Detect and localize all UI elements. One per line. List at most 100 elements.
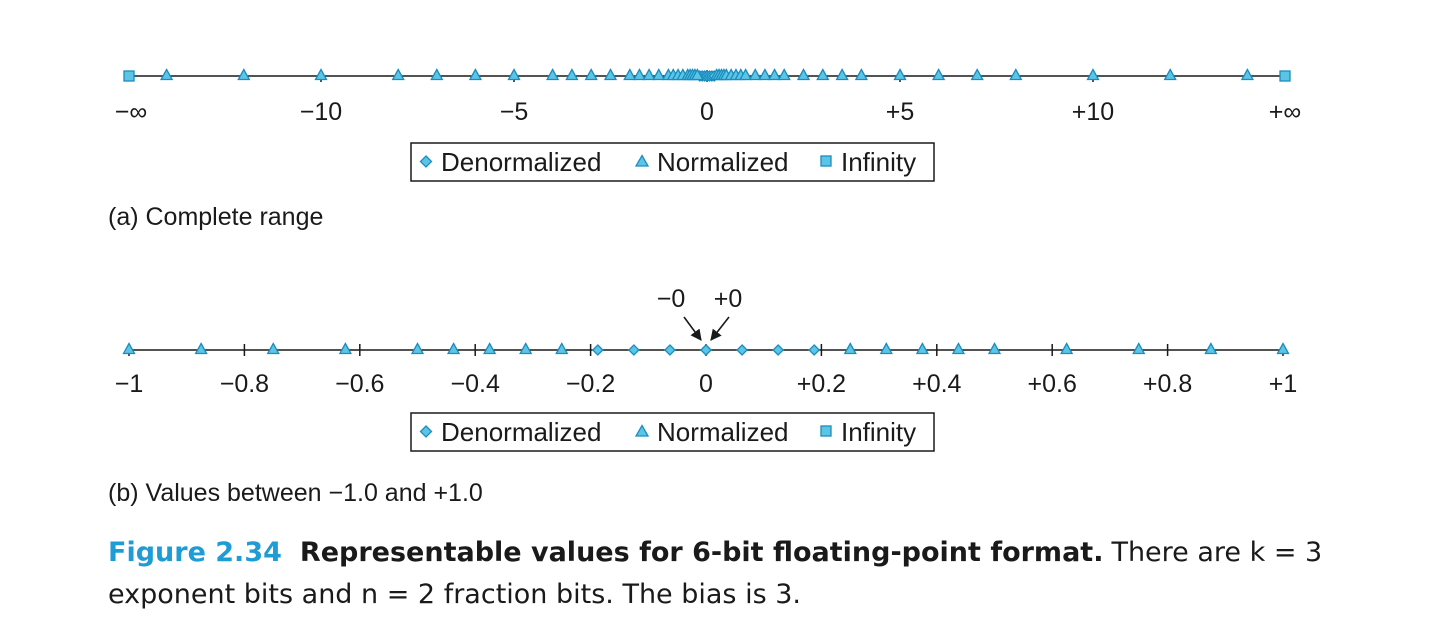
panel-a-normalized-point (632, 68, 647, 81)
panel-a-tick-label: −5 (500, 98, 529, 126)
panel-a-marks (123, 68, 1291, 82)
panel-b-normalized-point (951, 342, 966, 355)
panel-b-tick-label: −0.6 (335, 370, 384, 398)
panel-b-tick-label: +0.8 (1143, 370, 1192, 398)
panel-b: −1 −0.8 −0.6 −0.4 −0.2 0 +0.2 +0.4 +0.6 +0.8 +1 −0… (108, 285, 1297, 507)
panel-b-normalized-point (266, 342, 280, 355)
panel-a-normalized-point (816, 68, 830, 81)
panel-a-legend-triangle-icon (634, 154, 650, 167)
panel-a-normalized-point (970, 68, 984, 81)
figure-caption-body: There are k = 3 exponent bits and n = 2 … (108, 537, 1323, 610)
panel-b-denormalized-point (591, 344, 604, 356)
panel-a-normalized-point (1163, 68, 1177, 81)
panel-a-subcaption: (a) Complete range (108, 203, 323, 231)
panel-b-normalized-point (483, 342, 497, 355)
panel-b-denormalized-point (627, 344, 640, 356)
panel-b-denormalized-point (700, 344, 712, 356)
panel-b-denormalized-point (664, 344, 676, 356)
panel-a-normalized-point (835, 68, 849, 81)
panel-b-normalized-point (519, 342, 533, 355)
panel-b-denormalized-point (736, 344, 748, 356)
panel-b-normalized-point (843, 342, 857, 355)
panel-b-normalized-point (122, 342, 136, 355)
panel-b-subcaption: (b) Values between −1.0 and +1.0 (108, 479, 483, 507)
panel-a-legend-square-icon (820, 155, 832, 167)
panel-a-normalized-point (468, 68, 482, 81)
panel-a-normalized-point (623, 68, 637, 81)
panel-b-normalized-point (1060, 342, 1074, 355)
panel-a-normalized-point (796, 68, 811, 81)
panel-b-legend-diamond-icon (419, 425, 433, 438)
panel-a-normalized-point (565, 68, 579, 81)
panel-a-normalized-point (584, 68, 598, 81)
panel-a-legend-box (410, 142, 935, 182)
panel-b-marks (122, 342, 1290, 356)
panel-a-normalized-point (391, 68, 405, 81)
panel-a-normalized-point (893, 68, 907, 81)
panel-b-normalized-point (1204, 342, 1218, 355)
panel-a-normalized-point (160, 68, 174, 81)
panel-a-normalized-point (642, 68, 656, 81)
panel-b-denormalized-point (772, 344, 785, 356)
figure-caption: Figure 2.34 Representable values for 6-bi… (108, 532, 1408, 616)
panel-a-normalized-point (1240, 68, 1254, 81)
panel-a-normalized-point (758, 68, 772, 81)
panel-a-normalized-point (690, 68, 704, 81)
panel-a: −10 −5 0 +5 +10 −∞ +∞ Denormalized Normalize… (108, 68, 1301, 231)
panel-b-tick-label: −0.2 (566, 370, 615, 398)
panel-b-tick-label: −1 (115, 370, 144, 398)
panel-a-legend: Denormalized Normalized Infinity (410, 142, 935, 182)
panel-a-normalized-point (603, 68, 618, 81)
panel-b-legend-square-icon (820, 425, 832, 437)
panel-a-normalized-point (652, 68, 666, 81)
panel-b-normalized-point (410, 342, 425, 355)
panel-a-normalized-point (748, 68, 762, 81)
panel-b-annotation-pos-zero: +0 (714, 285, 743, 313)
panel-a-neg-inf-label: −∞ (115, 98, 147, 126)
panel-b-legend-normalized: Normalized (657, 417, 789, 447)
panel-a-legend-denormalized: Denormalized (441, 147, 601, 177)
panel-b-tick-label: +0.6 (1028, 370, 1077, 398)
panel-b-normalized-point (1132, 342, 1146, 355)
panel-a-normalized-point (507, 68, 521, 81)
panel-a-normalized-point (314, 68, 328, 81)
panel-a-normalized-point (1009, 68, 1023, 81)
panel-a-tick-label: 0 (700, 98, 714, 126)
panel-b-normalized-point (338, 342, 352, 355)
figure-title: Representable values for 6-bit floating-… (299, 537, 1104, 568)
panel-b-normalized-point (879, 342, 893, 355)
panel-a-normalized-point (237, 68, 251, 81)
panel-a-normalized-point (739, 68, 753, 81)
panel-b-tick-label: 0 (699, 370, 713, 398)
panel-a-normalized-point (767, 68, 782, 81)
panel-b-legend: Denormalized Normalized Infinity (410, 412, 935, 452)
panel-b-normalized-point (194, 342, 208, 355)
panel-a-normalized-point (430, 68, 444, 81)
panel-a-tick-label: +5 (886, 98, 915, 126)
panel-a-infinity-point (123, 70, 135, 82)
panel-b-tick-label: +0.4 (912, 370, 961, 398)
panel-b-normalized-point (1276, 342, 1290, 355)
panel-a-legend-infinity: Infinity (841, 147, 916, 177)
panel-a-normalized-point (546, 68, 560, 81)
panel-b-legend-box (410, 412, 935, 452)
panel-b-arrow-pos-zero (710, 316, 730, 341)
panel-b-tick-label: −0.4 (451, 370, 500, 398)
panel-b-tick-label: +0.2 (797, 370, 846, 398)
figure-number: Figure 2.34 (108, 537, 282, 568)
figure-canvas: −10 −5 0 +5 +10 −∞ +∞ Denormalized Normalize… (108, 68, 1301, 507)
panel-a-normalized-point (932, 68, 946, 81)
panel-a-infinity-point (1279, 70, 1291, 82)
panel-b-denormalized-point (808, 344, 821, 356)
panel-a-legend-normalized: Normalized (657, 147, 789, 177)
panel-a-normalized-point (1086, 68, 1100, 81)
panel-b-legend-denormalized: Denormalized (441, 417, 601, 447)
panel-b-normalized-point (987, 342, 1002, 355)
panel-b-normalized-point (446, 342, 461, 355)
panel-b-tick-label: −0.8 (220, 370, 269, 398)
panel-b-normalized-point (915, 342, 929, 355)
panel-b-arrow-neg-zero (683, 316, 702, 341)
panel-b-annotation-neg-zero: −0 (657, 285, 686, 313)
panel-a-tick-label: −10 (300, 98, 342, 126)
panel-a-normalized-point (854, 68, 868, 81)
